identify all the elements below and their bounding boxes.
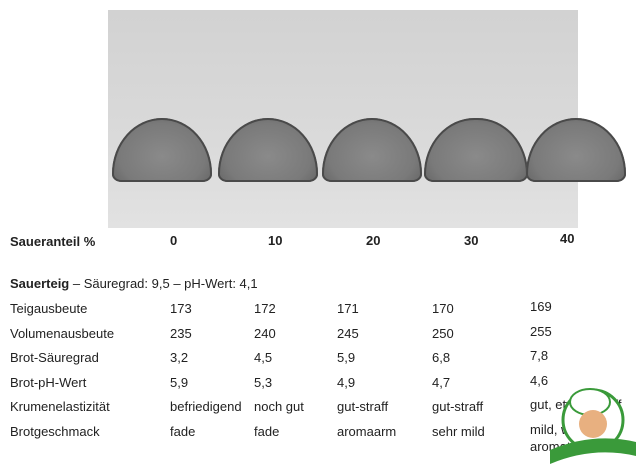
header-label: Saueranteil % bbox=[10, 234, 96, 249]
cell: 5,3 bbox=[254, 374, 273, 390]
cell: 169 bbox=[530, 299, 552, 314]
subtitle-bold: Sauerteig bbox=[10, 276, 70, 291]
cell: 4,7 bbox=[432, 374, 451, 390]
cell: noch gut bbox=[254, 399, 304, 414]
cell: fade bbox=[254, 423, 280, 439]
cell: 170 bbox=[432, 301, 454, 316]
cell: 4,5 bbox=[254, 350, 273, 365]
cell: fade bbox=[170, 423, 196, 439]
watermark-logo bbox=[550, 388, 636, 464]
cell: 172 bbox=[254, 301, 276, 316]
cell: 255 bbox=[530, 323, 552, 339]
cell: 3,2 bbox=[170, 350, 189, 365]
cell: 250 bbox=[432, 325, 454, 341]
cell: gut-straff bbox=[337, 399, 389, 414]
cell: gut-straff bbox=[432, 399, 484, 414]
cell: sehr mild bbox=[432, 423, 485, 439]
row-label: Brotgeschmack bbox=[10, 423, 100, 439]
row-label: Volumenausbeute bbox=[10, 325, 115, 341]
loaf-30 bbox=[424, 118, 528, 182]
row-label: Krumenelastizität bbox=[10, 399, 110, 414]
subtitle: Sauerteig – Säuregrad: 9,5 – pH-Wert: 4,… bbox=[10, 276, 258, 291]
loaf-40 bbox=[526, 118, 626, 182]
row-label: Brot-Säuregrad bbox=[10, 350, 99, 365]
cell: 7,8 bbox=[530, 348, 549, 363]
cell: 240 bbox=[254, 325, 276, 341]
header-column: 20 bbox=[366, 233, 381, 248]
header-column: 40 bbox=[560, 231, 575, 246]
cell: 235 bbox=[170, 325, 192, 341]
cell: 4,9 bbox=[337, 374, 356, 390]
cell: aromaarm bbox=[337, 423, 397, 439]
loaf-20 bbox=[322, 118, 422, 182]
header-column: 0 bbox=[170, 233, 178, 248]
loaf-0 bbox=[112, 118, 212, 182]
cell: 5,9 bbox=[337, 350, 356, 365]
row-label: Brot-pH-Wert bbox=[10, 374, 87, 390]
cell: 5,9 bbox=[170, 374, 189, 390]
cell: befriedigend bbox=[170, 399, 242, 414]
cell: 171 bbox=[337, 301, 359, 316]
cell: 173 bbox=[170, 301, 192, 316]
row-label: Teigausbeute bbox=[10, 301, 88, 316]
bread-photo bbox=[108, 10, 626, 228]
header-column: 30 bbox=[464, 233, 479, 248]
loaf-10 bbox=[218, 118, 318, 182]
cell: 6,8 bbox=[432, 350, 451, 365]
cell: 245 bbox=[337, 325, 359, 341]
subtitle-rest: – Säuregrad: 9,5 – pH-Wert: 4,1 bbox=[69, 276, 258, 291]
cell: 4,6 bbox=[530, 372, 549, 388]
header-column: 10 bbox=[268, 233, 283, 248]
